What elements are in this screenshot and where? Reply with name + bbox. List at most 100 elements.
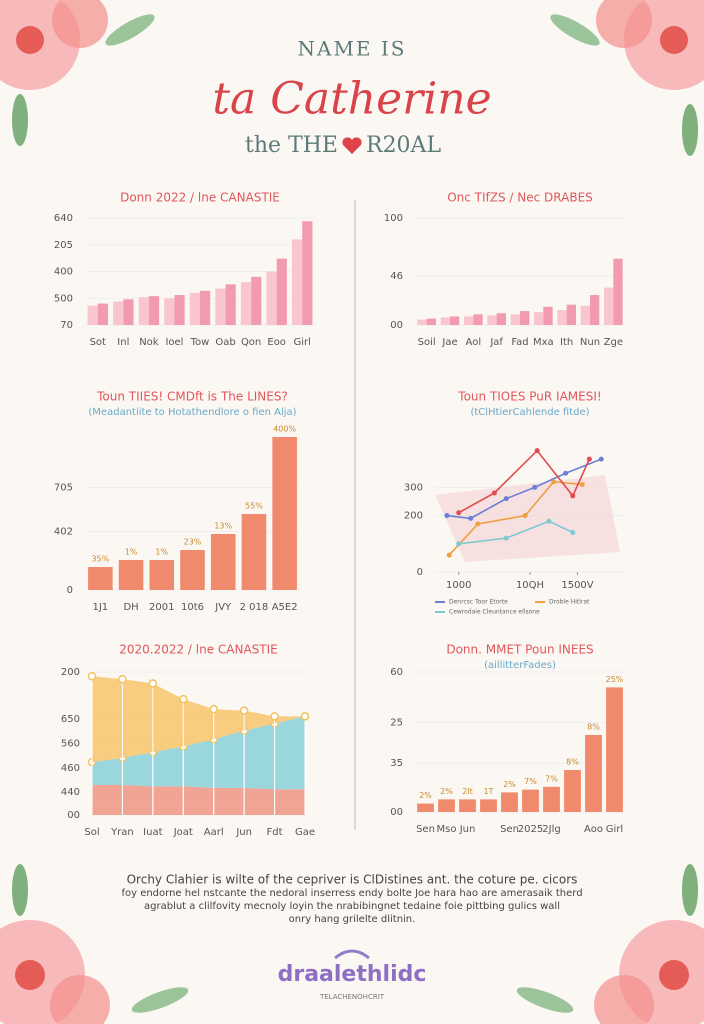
y-tick-label: 00	[67, 810, 80, 821]
bar	[534, 312, 544, 325]
bar-label: 8%	[587, 723, 600, 732]
x-tick-label: Yran	[110, 827, 134, 838]
x-tick-label: Girl	[606, 824, 623, 835]
bar	[180, 550, 205, 590]
bar	[241, 514, 267, 590]
bar	[543, 306, 553, 325]
y-tick-label: 705	[54, 482, 73, 493]
charts: Donn 2022 / lne CANASTIE70500400205640So…	[54, 191, 625, 838]
bar	[557, 310, 567, 325]
x-tick-label: JVY	[214, 602, 232, 613]
point	[503, 535, 509, 541]
point	[446, 552, 452, 558]
x-tick-label: Iuat	[143, 827, 162, 838]
bar	[426, 318, 436, 325]
bar	[613, 258, 623, 325]
point	[598, 456, 604, 462]
bar	[496, 313, 506, 325]
y-tick-label: 300	[404, 482, 423, 493]
bar	[520, 311, 530, 325]
bar	[543, 786, 560, 812]
chart-subtitle: (tClHtierCahlende fitde)	[470, 407, 589, 418]
x-tick-label: 10t6	[181, 602, 204, 613]
x-tick-label: Oab	[215, 337, 235, 348]
bar-label: 25%	[606, 675, 624, 684]
point	[586, 456, 592, 462]
point	[179, 694, 188, 704]
x-tick-label: Soil	[418, 337, 436, 348]
point	[444, 513, 450, 519]
x-tick-label: Gae	[295, 827, 315, 838]
bar	[149, 560, 175, 590]
x-tick-label: DH	[123, 602, 138, 613]
header-kicker: NAME IS	[298, 37, 407, 61]
bar-label: 13%	[214, 522, 232, 531]
point	[491, 490, 497, 496]
bar-label: 1T	[484, 787, 494, 796]
point	[300, 712, 310, 721]
x-tick-label: Sot	[90, 337, 106, 348]
point	[148, 679, 158, 688]
y-tick-label: 100	[384, 213, 403, 224]
line	[446, 458, 602, 520]
y-tick-label: 460	[61, 763, 80, 774]
logo-icon	[334, 949, 370, 960]
x-tick-label: A5E2	[272, 602, 298, 613]
header-subtitle: the THE	[245, 133, 338, 158]
x-tick-label: 2 018	[240, 602, 269, 613]
x-tick-label: Nok	[139, 337, 159, 348]
bar	[564, 770, 581, 812]
y-tick-label: 650	[61, 714, 80, 725]
footer-line: agrablut a clilfovity mecnoly loyin the …	[144, 901, 560, 912]
y-tick-label: 400	[54, 267, 73, 278]
chart-title: Donn 2022 / lne CANASTIE	[120, 191, 280, 205]
bar-label: 2%	[503, 780, 516, 789]
chart-title: Toun TIOES PuR IAMESI!	[457, 390, 601, 404]
bar	[459, 799, 476, 812]
x-tick-label: 1500V	[561, 580, 593, 591]
y-tick-label: 35	[390, 758, 403, 769]
y-tick-label: 00	[390, 807, 403, 818]
heart-icon	[342, 137, 362, 154]
x-tick-label: Aarl	[204, 827, 224, 838]
point	[579, 482, 585, 488]
x-tick-label: Girl	[294, 337, 311, 348]
x-tick-label: Mxa	[533, 337, 554, 348]
x-tick-label: 1J1	[93, 602, 109, 613]
x-tick-label: Aoo	[584, 824, 603, 835]
bar	[148, 296, 160, 325]
x-tick-label: Joat	[173, 827, 193, 838]
point	[209, 704, 218, 714]
bar	[266, 271, 277, 325]
bar-label: 1%	[125, 548, 138, 557]
point	[118, 674, 127, 684]
bar	[97, 303, 108, 325]
chart-title: Donn. MMET Poun INEES	[446, 643, 593, 657]
bar	[480, 799, 497, 812]
bar	[438, 799, 455, 812]
bar	[522, 789, 539, 812]
x-tick-label: 1000	[446, 580, 471, 591]
point	[456, 541, 462, 547]
x-tick-label: Jaf	[489, 337, 503, 348]
chart-subtitle: (Meadantiite to Hotathendlore o fien Alj…	[88, 407, 296, 418]
legend-label: Droble Hitlrat	[549, 599, 590, 606]
x-tick-label: Zge	[604, 337, 623, 348]
bar	[302, 221, 313, 325]
point	[270, 712, 279, 721]
bar	[606, 687, 623, 812]
bar-label: 2%	[419, 791, 432, 800]
bar	[272, 436, 297, 590]
bar-label: 7%	[545, 774, 558, 783]
bar	[510, 314, 520, 325]
bar	[138, 297, 149, 325]
chart-title: 2020.2022 / lne CANASTIE	[119, 643, 278, 657]
bar	[276, 258, 287, 325]
bar	[240, 282, 252, 325]
footer: Orchy Clahier is wilte of the cepriver i…	[121, 873, 582, 1002]
x-tick-label: Sen	[500, 824, 519, 835]
bar	[464, 316, 474, 325]
legend-label: Cewrodaie Cleuntance ellsone	[449, 609, 540, 616]
